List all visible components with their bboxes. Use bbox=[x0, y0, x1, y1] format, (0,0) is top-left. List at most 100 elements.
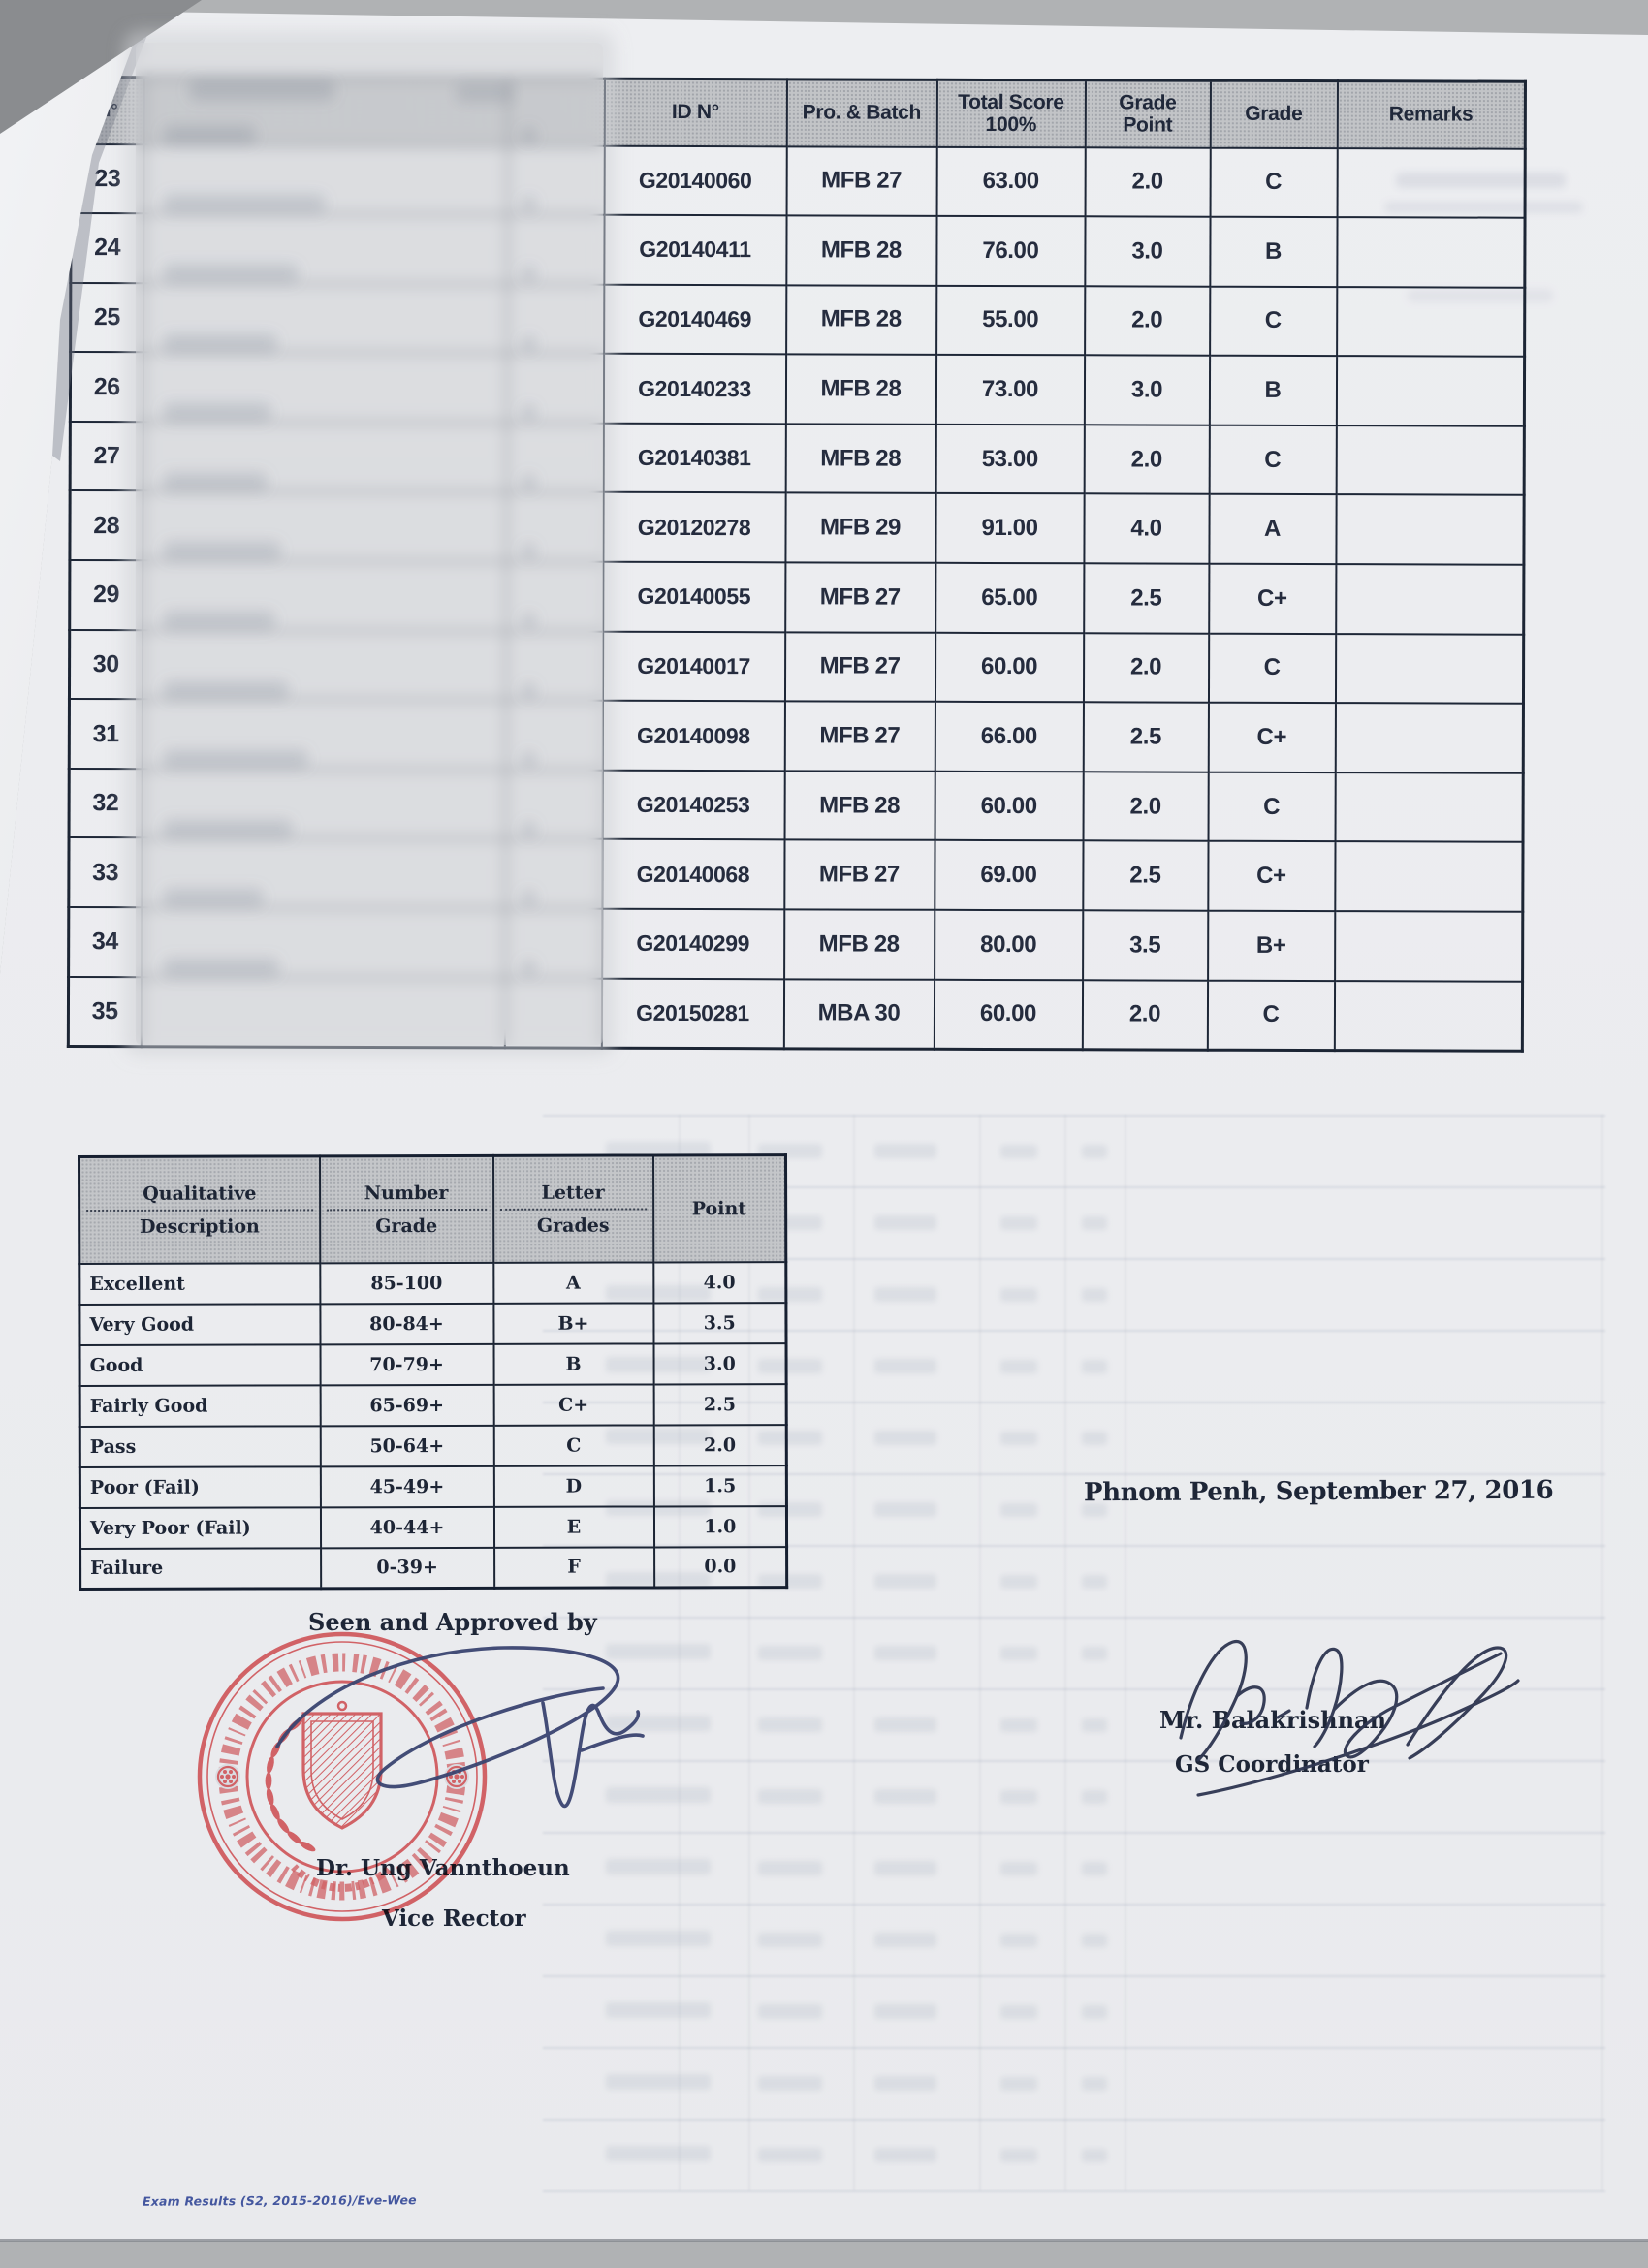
redacted-text-smudge bbox=[163, 194, 326, 214]
number-bottom: Grade bbox=[375, 1214, 438, 1237]
results-cell-no: 29 bbox=[69, 560, 143, 630]
grading-scale-table: Qualitative Description Number Grade Let… bbox=[78, 1153, 789, 1591]
results-cell-point: 3.0 bbox=[1084, 355, 1210, 425]
scale-cell-range: 70-79+ bbox=[320, 1343, 494, 1385]
scale-cell-desc: Pass bbox=[79, 1425, 321, 1467]
results-cell-no: 34 bbox=[68, 907, 142, 977]
scale-row: Very Good 80-84+ B+ 3.5 bbox=[79, 1302, 787, 1345]
results-cell-grade: C bbox=[1209, 286, 1337, 357]
redacted-text-smudge bbox=[456, 83, 514, 103]
scale-cell-desc: Failure bbox=[79, 1547, 321, 1590]
results-cell-id: G20140411 bbox=[603, 214, 787, 286]
scale-cell-desc: Excellent bbox=[79, 1262, 320, 1305]
results-cell-remarks bbox=[1334, 911, 1523, 982]
dotted-divider bbox=[86, 1209, 313, 1212]
results-cell-score: 60.00 bbox=[935, 632, 1084, 703]
footer-note: Exam Results (S2, 2015-2016)/Eve-Wee bbox=[142, 2192, 417, 2209]
results-cell-score: 76.00 bbox=[935, 215, 1086, 286]
results-cell-grade: C+ bbox=[1207, 841, 1336, 912]
gradepoint-line1: Grade bbox=[1119, 91, 1177, 114]
results-cell-batch: MFB 28 bbox=[783, 909, 935, 980]
scale-cell-letter: C+ bbox=[493, 1383, 654, 1426]
results-cell-remarks bbox=[1336, 425, 1525, 496]
scale-cell-range: 65-69+ bbox=[320, 1384, 494, 1426]
results-cell-score: 91.00 bbox=[935, 493, 1085, 564]
results-cell-score: 55.00 bbox=[935, 285, 1085, 356]
redacted-text-smudge bbox=[522, 751, 536, 769]
scale-cell-point: 3.0 bbox=[653, 1342, 787, 1384]
qualitative-bottom: Description bbox=[139, 1215, 260, 1238]
scale-row: Fairly Good 65-69+ C+ 2.5 bbox=[79, 1383, 787, 1427]
scale-row: Excellent 85-100 A 4.0 bbox=[79, 1261, 786, 1305]
results-cell-remarks bbox=[1336, 356, 1525, 426]
scale-header-qualitative: Qualitative Description bbox=[79, 1155, 320, 1264]
scale-row: Very Poor (Fail) 40-44+ E 1.0 bbox=[79, 1505, 787, 1549]
scale-cell-point: 2.0 bbox=[653, 1424, 787, 1465]
results-cell-remarks bbox=[1335, 564, 1524, 635]
scale-cell-letter: D bbox=[493, 1465, 654, 1507]
results-cell-id: G20120278 bbox=[602, 492, 786, 563]
results-cell-remarks bbox=[1335, 633, 1524, 704]
redacted-text-smudge bbox=[163, 264, 299, 283]
scale-cell-point: 1.5 bbox=[653, 1465, 787, 1506]
redacted-text-smudge bbox=[163, 679, 289, 700]
col-header-gradepoint: Grade Point bbox=[1085, 79, 1211, 148]
redacted-text-smudge bbox=[522, 681, 536, 699]
scale-cell-letter: C bbox=[493, 1424, 654, 1466]
results-cell-score: 69.00 bbox=[934, 840, 1084, 911]
results-cell-batch: MFB 27 bbox=[784, 631, 935, 703]
redacted-text-smudge bbox=[522, 473, 536, 490]
seen-approved-label: Seen and Approved by bbox=[308, 1608, 597, 1636]
coordinator-name: Mr. Balakrishnan bbox=[1159, 1706, 1387, 1734]
results-cell-batch: MFB 27 bbox=[783, 839, 935, 910]
redacted-text-smudge bbox=[163, 541, 281, 561]
approver-title: Vice Rector bbox=[382, 1906, 526, 1932]
results-cell-batch: MFB 28 bbox=[785, 285, 936, 356]
redacted-text-smudge bbox=[163, 888, 264, 908]
results-cell-remarks bbox=[1337, 147, 1526, 218]
results-cell-id: G20140469 bbox=[603, 284, 786, 355]
results-cell-point: 2.0 bbox=[1084, 425, 1210, 495]
results-cell-no: 26 bbox=[70, 352, 143, 423]
results-cell-batch: MFB 27 bbox=[786, 145, 937, 216]
results-cell-grade: C bbox=[1210, 147, 1338, 218]
results-cell-id: G20140017 bbox=[602, 631, 785, 702]
results-cell-id: G20140055 bbox=[602, 561, 785, 632]
redacted-text-smudge bbox=[522, 266, 536, 282]
col-header-remarks: Remarks bbox=[1337, 80, 1526, 149]
scale-cell-desc: Very Good bbox=[79, 1303, 321, 1345]
results-cell-score: 53.00 bbox=[935, 424, 1085, 494]
results-cell-grade: C bbox=[1207, 980, 1335, 1051]
results-cell-id: G20140098 bbox=[602, 700, 785, 772]
scale-cell-letter: B bbox=[493, 1342, 654, 1385]
results-cell-no: 27 bbox=[70, 421, 143, 491]
results-cell-no: 33 bbox=[68, 837, 143, 908]
number-top: Number bbox=[364, 1181, 449, 1204]
totalscore-line1: Total Score bbox=[958, 90, 1064, 113]
scale-cell-range: 50-64+ bbox=[320, 1425, 494, 1466]
results-cell-point: 3.0 bbox=[1084, 216, 1211, 287]
gradepoint-line2: Point bbox=[1123, 113, 1173, 137]
paper-bottom-edge bbox=[0, 2239, 1648, 2242]
results-cell-grade: B bbox=[1209, 216, 1338, 287]
results-cell-batch: MFB 27 bbox=[784, 562, 935, 633]
dotted-divider bbox=[499, 1208, 647, 1211]
scale-cell-desc: Fairly Good bbox=[79, 1384, 321, 1427]
results-cell-batch: MFB 28 bbox=[785, 424, 936, 494]
results-cell-point: 2.0 bbox=[1082, 979, 1208, 1050]
scale-header-number: Number Grade bbox=[319, 1155, 493, 1263]
scale-cell-point: 2.5 bbox=[653, 1383, 787, 1425]
redacted-text-smudge bbox=[163, 332, 277, 353]
col-header-totalscore: Total Score 100% bbox=[936, 79, 1086, 147]
letter-bottom: Grades bbox=[536, 1214, 610, 1237]
scale-cell-point: 1.0 bbox=[653, 1505, 787, 1547]
dotted-divider bbox=[326, 1208, 487, 1212]
redacted-text-smudge bbox=[522, 126, 536, 143]
redacted-text-smudge bbox=[522, 196, 536, 213]
totalscore-line2: 100% bbox=[985, 113, 1037, 137]
scale-cell-point: 4.0 bbox=[652, 1261, 786, 1303]
results-cell-point: 2.0 bbox=[1083, 772, 1209, 842]
results-cell-id: G20140299 bbox=[601, 908, 784, 979]
col-header-id: ID N° bbox=[604, 79, 787, 146]
results-cell-no: 32 bbox=[69, 768, 143, 838]
